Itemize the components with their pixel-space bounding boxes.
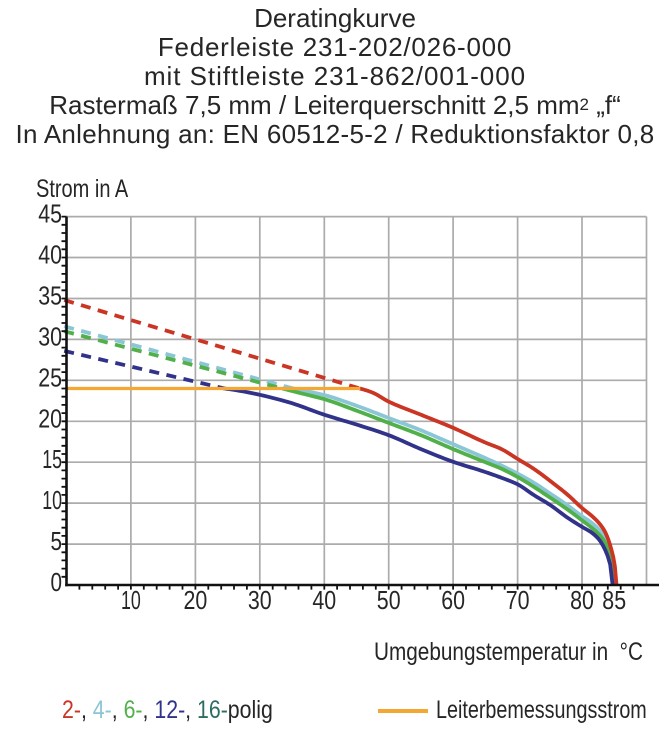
svg-text:0: 0	[51, 567, 63, 597]
svg-text:35: 35	[38, 281, 62, 311]
svg-text:10: 10	[42, 485, 62, 515]
svg-text:50: 50	[377, 585, 401, 615]
svg-text:40: 40	[312, 585, 336, 615]
svg-text:30: 30	[248, 585, 272, 615]
svg-text:25: 25	[38, 362, 62, 392]
svg-text:85: 85	[602, 585, 626, 615]
svg-text:45: 45	[38, 199, 62, 229]
svg-text:40: 40	[38, 240, 62, 270]
svg-text:20: 20	[38, 403, 62, 433]
svg-text:5: 5	[51, 526, 63, 556]
svg-text:20: 20	[184, 585, 208, 615]
svg-text:30: 30	[38, 321, 62, 351]
svg-text:70: 70	[506, 585, 530, 615]
svg-text:15: 15	[42, 444, 62, 474]
svg-text:80: 80	[570, 585, 594, 615]
svg-text:60: 60	[441, 585, 465, 615]
svg-text:10: 10	[121, 585, 141, 615]
